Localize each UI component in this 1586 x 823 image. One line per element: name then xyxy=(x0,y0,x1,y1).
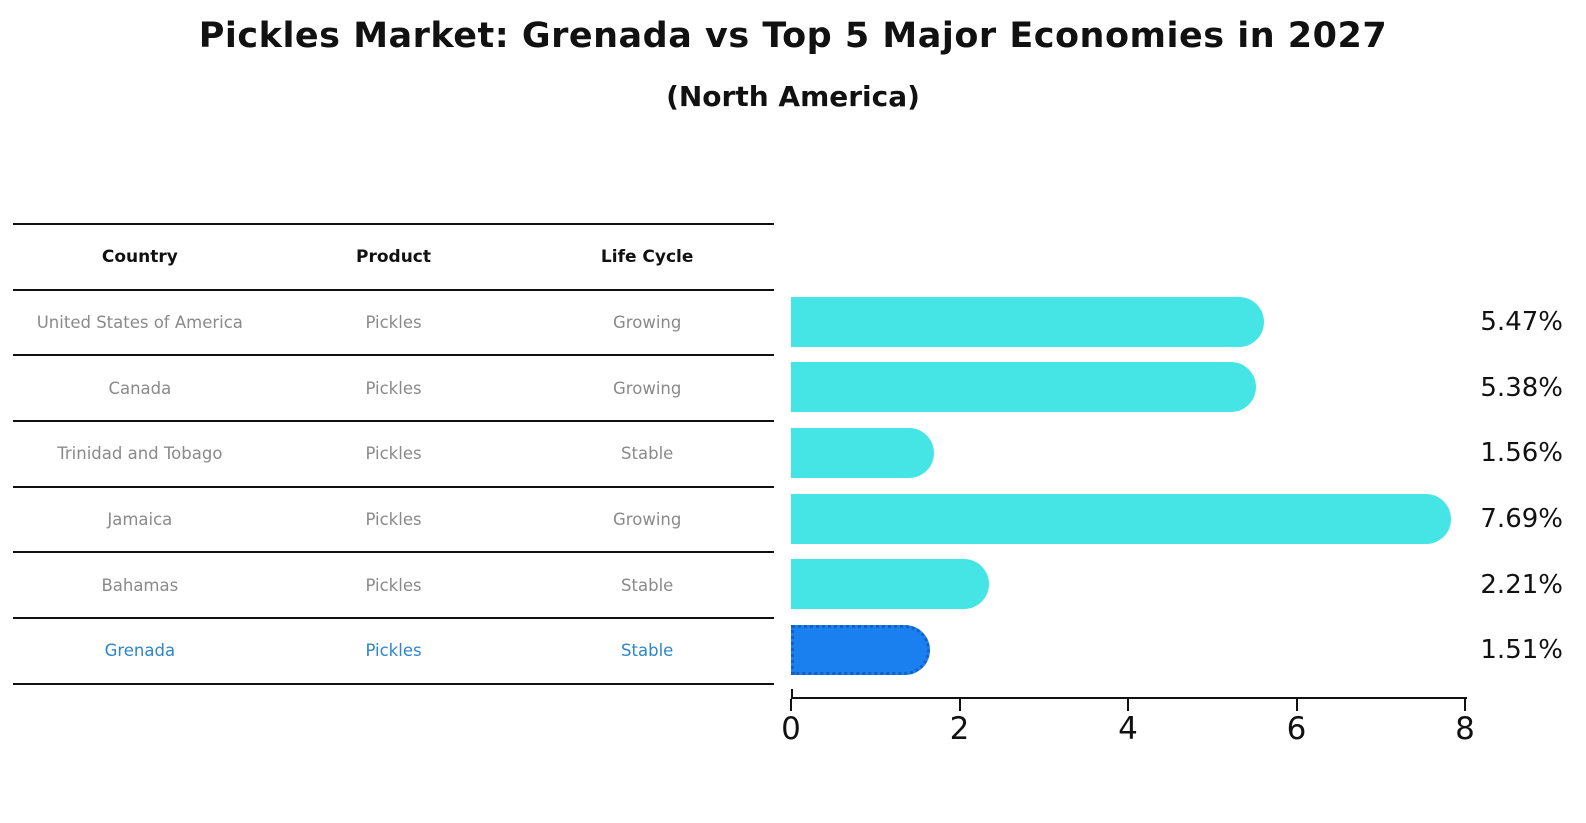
x-tick-label: 6 xyxy=(1286,711,1307,747)
chart-title: Pickles Market: Grenada vs Top 5 Major E… xyxy=(198,16,1388,56)
bar-canada xyxy=(791,362,1257,413)
axis-origin-stub xyxy=(791,689,793,699)
bar-row: 1.51% xyxy=(791,618,1586,684)
x-tick xyxy=(790,699,792,711)
bar-jamaica xyxy=(791,493,1451,544)
chart-subtitle: (North America) xyxy=(666,80,920,113)
x-tick xyxy=(1464,699,1466,711)
bar-united-states xyxy=(791,296,1264,347)
x-axis: 0 2 4 6 8 xyxy=(781,697,1475,747)
product-cell: Pickles xyxy=(365,378,422,398)
table-row: Trinidad and Tobago Pickles Stable xyxy=(13,422,774,488)
value-label: 2.21% xyxy=(1480,569,1563,600)
value-label: 5.47% xyxy=(1480,306,1563,337)
x-tick-label: 2 xyxy=(949,711,970,747)
product-cell: Pickles xyxy=(365,641,422,661)
value-label: 1.51% xyxy=(1480,635,1563,666)
country-cell: Trinidad and Tobago xyxy=(57,444,223,464)
table-header-row: Country Product Life Cycle xyxy=(13,225,774,291)
life-cycle-cell: Stable xyxy=(621,641,674,661)
bar-row: 5.38% xyxy=(791,355,1586,421)
x-tick-label: 0 xyxy=(781,711,801,747)
life-cycle-cell: Growing xyxy=(613,378,682,398)
country-cell: Bahamas xyxy=(101,575,179,595)
value-label: 5.38% xyxy=(1480,372,1563,403)
table-row: United States of America Pickles Growing xyxy=(13,291,774,357)
x-tick xyxy=(1295,699,1298,711)
table-row-grenada-highlight: Grenada Pickles Stable xyxy=(13,619,774,685)
table-row: Canada Pickles Growing xyxy=(13,356,774,423)
country-cell: Canada xyxy=(108,378,172,398)
life-cycle-cell: Growing xyxy=(613,510,682,530)
product-cell: Pickles xyxy=(365,575,422,595)
table-row: Bahamas Pickles Stable xyxy=(13,553,774,620)
bar-row: 1.56% xyxy=(791,420,1586,486)
comparison-table: Country Product Life Cycle United States… xyxy=(13,223,774,685)
column-header-product: Product xyxy=(356,246,431,267)
column-header-life-cycle: Life Cycle xyxy=(600,246,694,267)
country-cell: United States of America xyxy=(36,313,243,333)
bar-row: 2.21% xyxy=(791,552,1586,618)
product-cell: Pickles xyxy=(365,313,422,333)
country-cell: Grenada xyxy=(104,641,176,661)
table-row: Jamaica Pickles Growing xyxy=(13,488,774,554)
value-label: 1.56% xyxy=(1480,438,1563,469)
x-tick-label: 4 xyxy=(1118,711,1138,747)
bar-trinidad-and-tobago xyxy=(791,427,935,478)
life-cycle-cell: Stable xyxy=(621,575,674,595)
x-tick xyxy=(958,699,961,711)
life-cycle-cell: Growing xyxy=(613,313,682,333)
column-header-country: Country xyxy=(101,246,178,267)
bar-grenada-highlighted xyxy=(791,625,931,676)
x-tick-label: 8 xyxy=(1455,711,1475,747)
product-cell: Pickles xyxy=(365,444,422,464)
bar-bahamas xyxy=(791,559,990,610)
bar-chart: 5.47% 5.38% 1.56% 7.69% 2.21% 1.51% xyxy=(791,289,1586,683)
bar-row: 7.69% xyxy=(791,486,1586,552)
bar-row: 5.47% xyxy=(791,289,1586,355)
country-cell: Jamaica xyxy=(107,510,173,530)
life-cycle-cell: Stable xyxy=(621,444,674,464)
product-cell: Pickles xyxy=(365,510,422,530)
x-tick xyxy=(1127,699,1129,711)
value-label: 7.69% xyxy=(1480,503,1563,534)
